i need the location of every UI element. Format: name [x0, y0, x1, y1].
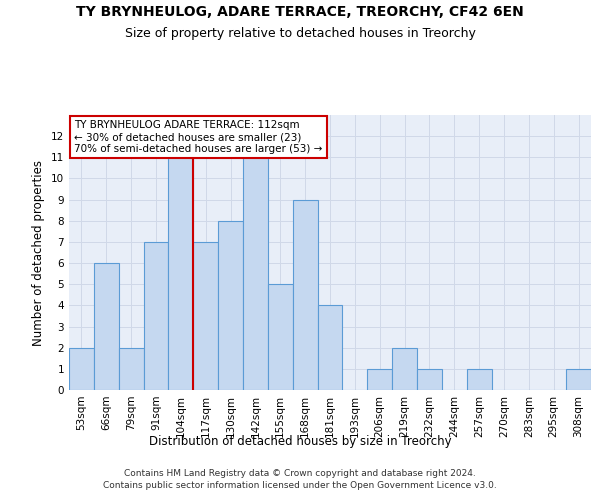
Bar — [367, 369, 392, 390]
Text: TY BRYNHEULOG, ADARE TERRACE, TREORCHY, CF42 6EN: TY BRYNHEULOG, ADARE TERRACE, TREORCHY, … — [76, 5, 524, 19]
Text: Contains HM Land Registry data © Crown copyright and database right 2024.
Contai: Contains HM Land Registry data © Crown c… — [103, 468, 497, 490]
Bar — [169, 158, 193, 390]
Bar — [392, 348, 417, 390]
Text: Distribution of detached houses by size in Treorchy: Distribution of detached houses by size … — [149, 435, 451, 448]
Bar — [417, 369, 442, 390]
Bar — [218, 221, 243, 390]
Text: TY BRYNHEULOG ADARE TERRACE: 112sqm
← 30% of detached houses are smaller (23)
70: TY BRYNHEULOG ADARE TERRACE: 112sqm ← 30… — [74, 120, 323, 154]
Bar — [268, 284, 293, 390]
Bar — [243, 158, 268, 390]
Y-axis label: Number of detached properties: Number of detached properties — [32, 160, 46, 346]
Bar — [293, 200, 317, 390]
Bar — [467, 369, 491, 390]
Bar — [94, 263, 119, 390]
Bar — [69, 348, 94, 390]
Bar — [143, 242, 169, 390]
Bar — [193, 242, 218, 390]
Bar — [317, 306, 343, 390]
Text: Size of property relative to detached houses in Treorchy: Size of property relative to detached ho… — [125, 28, 475, 40]
Bar — [119, 348, 143, 390]
Bar — [566, 369, 591, 390]
